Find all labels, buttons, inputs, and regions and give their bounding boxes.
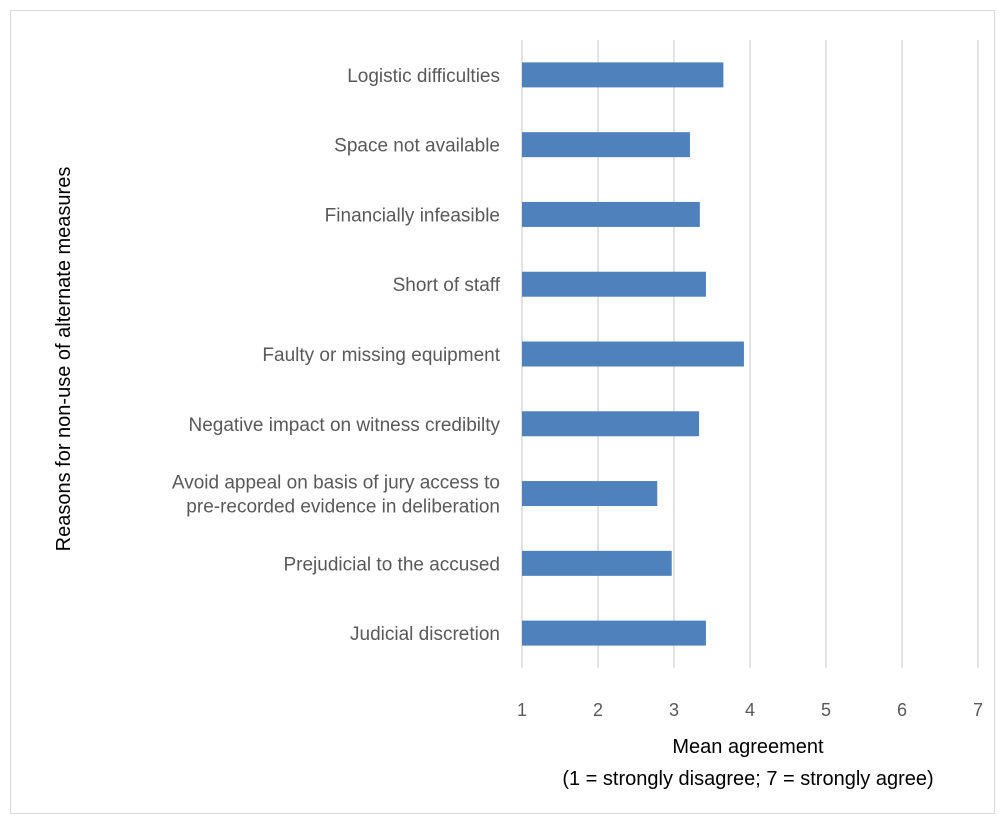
category-labels: Logistic difficulties Space not available… — [172, 66, 501, 645]
x-tick-label: 1 — [517, 700, 527, 720]
category-label: Space not available — [334, 136, 500, 157]
chart-frame — [10, 10, 995, 814]
x-tick-label: 7 — [973, 700, 983, 720]
bars — [522, 62, 744, 646]
category-label: Logistic difficulties — [347, 66, 500, 87]
x-axis-note: (1 = strongly disagree; 7 = strongly agr… — [562, 768, 933, 790]
x-tick-labels: 1 2 3 4 5 6 7 — [517, 700, 983, 720]
category-label: Financially infeasible — [325, 205, 500, 226]
x-tick-label: 5 — [821, 700, 831, 720]
category-label: Faulty or missing equipment — [262, 345, 500, 366]
category-label: Short of staff — [393, 275, 501, 296]
bar — [522, 271, 706, 297]
category-label: Negative impact on witness credibilty — [188, 415, 500, 436]
bar — [522, 481, 658, 507]
bar — [522, 411, 700, 437]
y-axis-title: Reasons for non-use of alternate measure… — [53, 167, 75, 552]
category-label: Prejudicial to the accused — [283, 554, 500, 575]
category-label: Judicial discretion — [350, 624, 500, 645]
bar — [522, 341, 744, 367]
bar — [522, 132, 690, 158]
bar — [522, 62, 724, 88]
category-label: Avoid appeal on basis of jury access to p… — [172, 473, 500, 518]
x-tick-label: 2 — [593, 700, 603, 720]
x-tick-label: 4 — [745, 700, 755, 720]
x-tick-label: 3 — [669, 700, 679, 720]
bar — [522, 201, 700, 227]
x-axis-title: Mean agreement — [672, 736, 824, 758]
x-tick-label: 6 — [897, 700, 907, 720]
bar — [522, 620, 706, 646]
bar — [522, 550, 672, 576]
